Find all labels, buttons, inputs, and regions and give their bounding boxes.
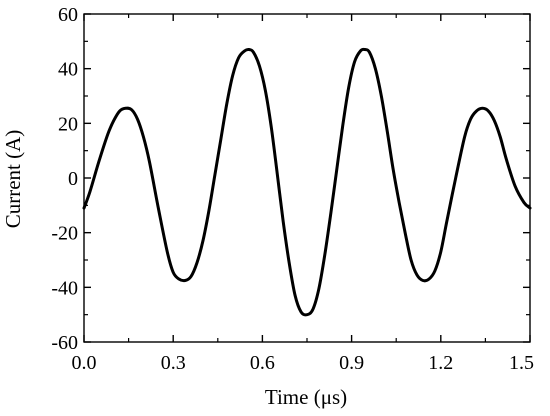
- series-line-0: [82, 47, 532, 317]
- x-axis-title: Time (μs): [265, 385, 347, 409]
- y-tick-label: -40: [51, 277, 78, 299]
- x-tick-label: 0.0: [72, 352, 97, 374]
- x-axis-ticks: [83, 14, 531, 342]
- series-layer: [82, 47, 532, 317]
- plot-frame: [83, 13, 531, 343]
- x-tick-label: 1.5: [509, 352, 534, 374]
- y-tick-label: 0: [68, 168, 78, 190]
- y-tick-label: -20: [51, 223, 78, 245]
- plot-border: [83, 13, 531, 343]
- y-axis-ticks: [84, 13, 530, 343]
- x-axis-tick-labels: 0.0 0.3 0.6 0.9 1.2 1.5: [72, 352, 535, 374]
- x-tick-label: 0.6: [250, 352, 275, 374]
- y-tick-label: 60: [58, 4, 78, 26]
- y-tick-label: 40: [58, 59, 78, 81]
- y-axis-title: Current (A): [1, 130, 25, 229]
- y-tick-label: -60: [51, 332, 78, 354]
- y-tick-label: 20: [58, 113, 78, 135]
- y-axis-tick-labels: 60 40 20 0 -20 -40 -60: [51, 4, 78, 354]
- x-tick-label: 1.2: [428, 352, 453, 374]
- x-tick-label: 0.3: [161, 352, 186, 374]
- x-tick-label: 0.9: [339, 352, 364, 374]
